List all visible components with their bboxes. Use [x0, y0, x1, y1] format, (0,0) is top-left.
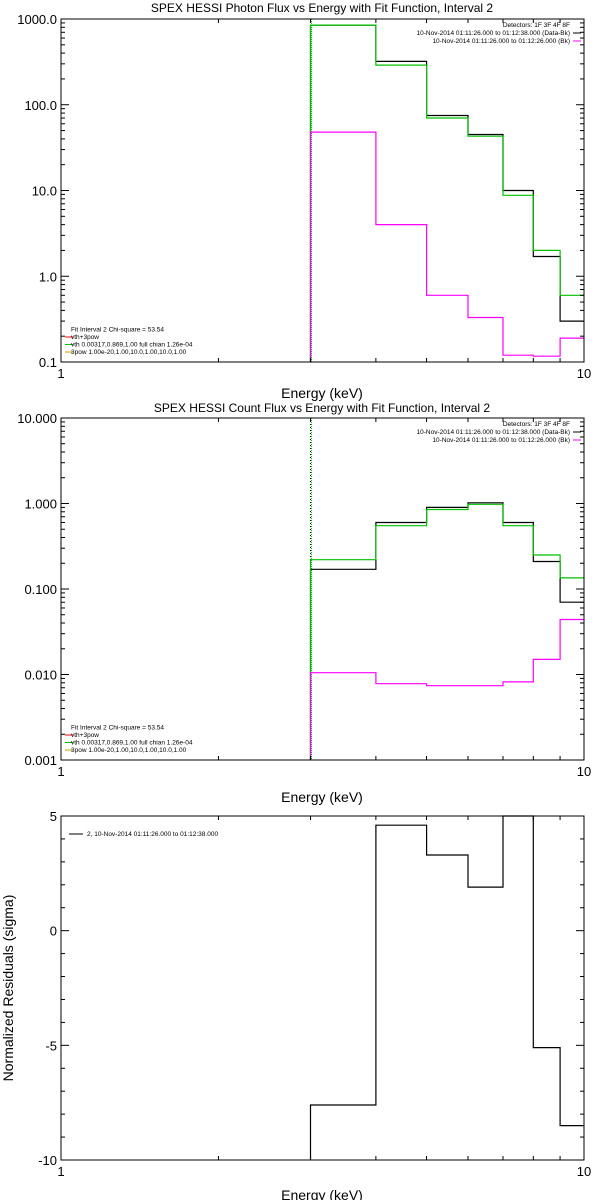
series-data-bk [309, 24, 584, 362]
legend-entry: 10-Nov-2014 01:11:26.000 to 01:12:38.000… [417, 30, 570, 37]
legend-entry: vth 0.00317,0.869,1.00 full chian 1.26e-… [71, 342, 193, 349]
y-tick-label: 0 [50, 924, 57, 939]
series-bk [309, 131, 584, 362]
legend-entry: 10-Nov-2014 01:11:26.000 to 01:12:38.000… [417, 429, 570, 436]
x-tick-label: 10 [577, 764, 591, 779]
legend-entry: 3pow 1.00e-20,1.00,10.0,1.00,10.0,1.00 [71, 349, 187, 356]
y-tick-label: 100.0 [24, 98, 57, 113]
chart-title: SPEX HESSI Count Flux vs Energy with Fit… [154, 401, 490, 415]
series-data-bk [309, 502, 584, 760]
y-tick-label: 0.100 [24, 582, 57, 597]
y-tick-label: -10 [38, 1153, 57, 1168]
series-vth-3pow [309, 24, 584, 362]
y-tick-label: 5 [50, 809, 57, 824]
x-tick-label: 10 [577, 1164, 591, 1179]
y-tick-label: 10.000 [17, 411, 57, 426]
y-tick-label: 1000.0 [17, 12, 57, 27]
legend-entry: 2, 10-Nov-2014 01:11:26.000 to 01:12:38.… [87, 831, 218, 838]
legend-entry: Fit Interval 2 Chi-square = 53.54 [71, 725, 164, 732]
legend-entry: 10-Nov-2014 01:11:26.000 to 01:12:26.000… [432, 38, 570, 45]
y-tick-label: -5 [45, 1038, 57, 1053]
plot-frame [60, 815, 585, 1161]
x-tick-label: 1 [57, 366, 64, 381]
chart-title: SPEX HESSI Photon Flux vs Energy with Fi… [151, 1, 493, 15]
panel-count-flux: SPEX HESSI Count Flux vs Energy with Fit… [17, 401, 591, 805]
y-tick-label: 0.010 [24, 668, 57, 683]
panel-photon-flux: SPEX HESSI Photon Flux vs Energy with Fi… [17, 1, 591, 401]
x-axis-label: Energy (keV) [281, 385, 363, 401]
series-bk [309, 618, 584, 760]
y-tick-label: 0.1 [39, 355, 57, 370]
y-tick-label: 10.0 [32, 184, 57, 199]
legend-entry: Fit Interval 2 Chi-square = 53.54 [71, 327, 164, 334]
plot-frame [60, 417, 585, 761]
legend-entry: 10-Nov-2014 01:11:26.000 to 01:12:26.000… [432, 437, 570, 444]
x-tick-label: 1 [57, 1164, 64, 1179]
x-tick-label: 10 [577, 366, 591, 381]
legend-entry: Detectors: 1F 3F 4F 8F [503, 22, 570, 29]
legend-entry: Detectors: 1F 3F 4F 8F [503, 421, 570, 428]
legend-entry: 3pow 1.00e-20,1.00,10.0,1.00,10.0,1.00 [71, 747, 187, 754]
y-axis-label: Normalized Residuals (sigma) [0, 895, 16, 1082]
x-tick-label: 1 [57, 764, 64, 779]
x-axis-label: Energy (keV) [281, 1187, 363, 1200]
panel-residuals: -10 -5 0 5 1 10 2, 10-Nov-2014 01:11:26.000 t… [0, 809, 591, 1200]
y-tick-label: 1.0 [39, 269, 57, 284]
y-tick-label: 0.001 [24, 753, 57, 768]
series-residuals [309, 815, 584, 1160]
series-vth-3pow [309, 503, 584, 760]
legend-entry: vth 0.00317,0.869,1.00 full chian 1.26e-… [71, 740, 193, 747]
legend-entry: vth+3pow [71, 334, 99, 341]
x-axis-label: Energy (keV) [281, 789, 363, 805]
legend-entry: vth+3pow [71, 732, 99, 739]
y-tick-label: 1.000 [24, 497, 57, 512]
